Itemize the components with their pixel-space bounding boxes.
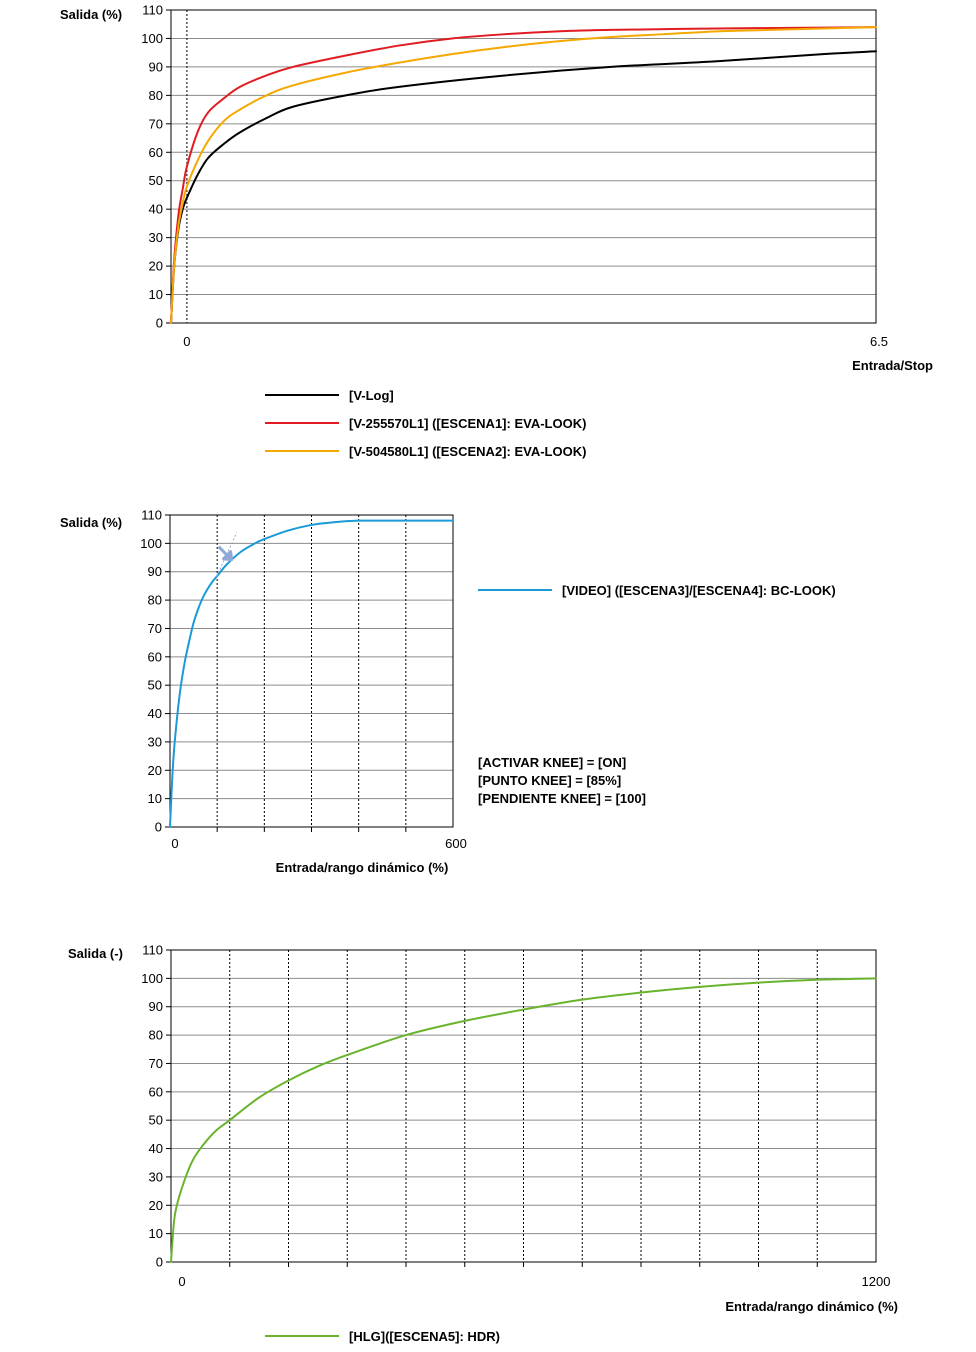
x-axis-label: Entrada/rango dinámico (%) <box>725 1299 898 1314</box>
series-line <box>170 26 877 324</box>
chart-vlog: 0 10 20 30 40 50 60 70 80 90 100 110 0 6.5 Salida (%) E… <box>60 3 933 460</box>
y-tick-label: 90 <box>149 59 163 74</box>
y-tick-label: 110 <box>142 943 163 958</box>
series-line <box>170 977 877 1263</box>
y-tick-label: 40 <box>149 1141 163 1156</box>
y-tick-label: 80 <box>149 1028 163 1043</box>
x-tick-label: 0 <box>183 334 190 349</box>
y-tick-label: 30 <box>149 230 163 245</box>
y-tick-label: 100 <box>141 971 163 986</box>
x-tick-label: 6.5 <box>870 334 888 349</box>
plot-frame <box>169 514 454 828</box>
y-tick-label: 60 <box>148 649 162 664</box>
y-tick-label: 20 <box>148 763 162 778</box>
x-axis-label: Entrada/rango dinámico (%) <box>276 860 449 875</box>
series-line <box>169 519 454 828</box>
knee-setting-annotation: [PUNTO KNEE] = [85%] <box>478 773 621 788</box>
knee-arrow-icon <box>217 545 234 562</box>
y-tick-label: 10 <box>149 287 163 302</box>
y-tick-label: 70 <box>149 1056 163 1071</box>
y-tick-label: 20 <box>149 259 163 274</box>
y-tick-label: 40 <box>149 202 163 217</box>
legend-label: [VIDEO] ([ESCENA3]/[ESCENA4]: BC-LOOK) <box>562 583 836 598</box>
y-tick-label: 70 <box>149 116 163 131</box>
y-tick-label: 30 <box>148 734 162 749</box>
y-tick-label: 110 <box>142 3 163 18</box>
knee-setting-annotation: [ACTIVAR KNEE] = [ON] <box>478 755 626 770</box>
y-tick-label: 30 <box>149 1169 163 1184</box>
x-tick-label: 600 <box>445 836 467 851</box>
y-axis-label: Salida (%) <box>60 7 122 22</box>
y-tick-label: 50 <box>149 1113 163 1128</box>
x-tick-label: 0 <box>178 1274 185 1289</box>
y-tick-label: 80 <box>148 593 162 608</box>
chart-video: 0 10 20 30 40 50 60 70 80 90 100 110 0 600 Salida (%) E… <box>60 508 836 876</box>
plot-frame <box>170 949 877 1263</box>
y-tick-label: 0 <box>155 820 162 835</box>
plot-frame <box>170 9 877 324</box>
legend-label: [HLG]([ESCENA5]: HDR) <box>349 1329 500 1344</box>
y-tick-label: 50 <box>149 173 163 188</box>
y-tick-label: 100 <box>141 31 163 46</box>
y-tick-label: 110 <box>141 508 162 523</box>
series-line <box>170 26 877 324</box>
y-axis-label: Salida (-) <box>68 946 123 961</box>
y-tick-label: 100 <box>140 536 162 551</box>
x-axis-label: Entrada/Stop <box>852 358 933 373</box>
y-tick-label: 60 <box>149 1084 163 1099</box>
y-tick-label: 90 <box>149 999 163 1014</box>
y-tick-label: 0 <box>156 316 163 331</box>
legend-label: [V-504580L1] ([ESCENA2]: EVA-LOOK) <box>349 444 586 459</box>
y-tick-label: 50 <box>148 678 162 693</box>
knee-setting-annotation: [PENDIENTE KNEE] = [100] <box>478 791 646 806</box>
x-tick-label: 0 <box>171 836 178 851</box>
y-tick-label: 70 <box>148 621 162 636</box>
x-tick-label: 1200 <box>862 1274 891 1289</box>
y-tick-label: 0 <box>156 1255 163 1270</box>
y-tick-label: 20 <box>149 1198 163 1213</box>
legend-label: [V-255570L1] ([ESCENA1]: EVA-LOOK) <box>349 416 586 431</box>
y-tick-label: 80 <box>149 88 163 103</box>
y-tick-label: 40 <box>148 706 162 721</box>
chart-hlg: 0 10 20 30 40 50 60 70 80 90 100 110 0 1200 Salida (-)… <box>68 943 898 1345</box>
series-line <box>170 50 877 324</box>
y-tick-label: 90 <box>148 564 162 579</box>
y-tick-label: 10 <box>148 791 162 806</box>
y-tick-label: 60 <box>149 145 163 160</box>
legend-label: [V-Log] <box>349 388 394 403</box>
y-axis-label: Salida (%) <box>60 515 122 530</box>
y-tick-label: 10 <box>149 1226 163 1241</box>
